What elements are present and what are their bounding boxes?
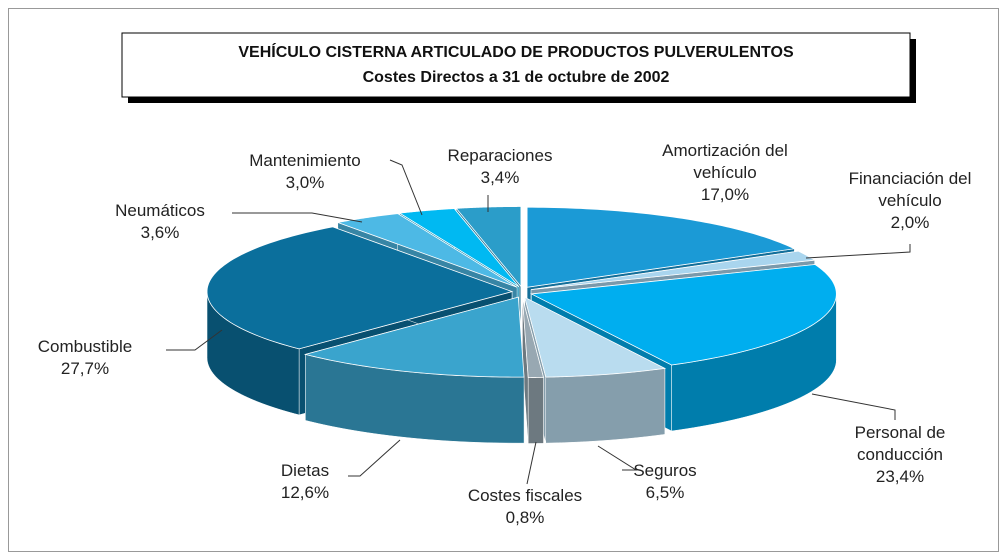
slice-label: Combustible 27,7% bbox=[0, 336, 170, 380]
value-label: 3,6% bbox=[140, 223, 180, 242]
slice-label: Neumáticos 3,6% bbox=[75, 200, 245, 244]
slice bbox=[206, 226, 514, 350]
category-label: Neumáticos bbox=[115, 201, 205, 220]
slice bbox=[529, 264, 837, 366]
category-label: Financiación del vehículo bbox=[848, 169, 972, 210]
leader-line bbox=[232, 212, 363, 223]
category-label: Personal de conducción bbox=[854, 423, 946, 464]
category-label: Costes fiscales bbox=[467, 486, 583, 505]
value-label: 12,6% bbox=[280, 483, 330, 502]
value-label: 3,0% bbox=[285, 173, 325, 192]
slice-label: Personal de conducción 23,4% bbox=[815, 422, 985, 488]
slice bbox=[522, 297, 545, 378]
slice-label: Reparaciones 3,4% bbox=[415, 145, 585, 189]
leader-line bbox=[805, 244, 911, 259]
slice bbox=[524, 296, 667, 378]
slice bbox=[398, 208, 520, 288]
slice-label: Seguros 6,5% bbox=[580, 460, 750, 504]
value-label: 27,7% bbox=[60, 359, 110, 378]
chart-subtitle: Costes Directos a 31 de octubre de 2002 bbox=[363, 69, 670, 86]
leader-line bbox=[526, 441, 537, 485]
category-label: Combustible bbox=[37, 337, 133, 356]
category-label: Dietas bbox=[280, 461, 330, 480]
value-label: 17,0% bbox=[700, 185, 750, 204]
slice bbox=[526, 206, 796, 288]
slice bbox=[530, 250, 816, 291]
slice-label: Dietas 12,6% bbox=[220, 460, 390, 504]
value-label: 23,4% bbox=[875, 467, 925, 486]
slice-label: Costes fiscales 0,8% bbox=[440, 485, 610, 529]
leader-line bbox=[597, 445, 638, 471]
category-label: Mantenimiento bbox=[249, 151, 361, 170]
frame bbox=[8, 8, 999, 552]
leader-line bbox=[811, 393, 896, 420]
leader-line bbox=[166, 329, 223, 351]
slice-label: Mantenimiento 3,0% bbox=[220, 150, 390, 194]
slice-side bbox=[545, 368, 666, 444]
value-label: 6,5% bbox=[645, 483, 685, 502]
slice-side bbox=[527, 377, 544, 444]
slice-label: Financiación del vehículo 2,0% bbox=[825, 168, 995, 234]
value-label: 0,8% bbox=[505, 508, 545, 527]
slice bbox=[303, 296, 525, 378]
slice-label: Amortización del vehículo 17,0% bbox=[640, 140, 810, 206]
leader-line bbox=[348, 439, 401, 477]
title-box bbox=[121, 32, 911, 98]
value-label: 3,4% bbox=[480, 168, 520, 187]
value-label: 2,0% bbox=[890, 213, 930, 232]
category-label: Amortización del vehículo bbox=[662, 141, 788, 182]
chart-title: VEHÍCULO CISTERNA ARTICULADO DE PRODUCTO… bbox=[238, 42, 794, 61]
leader-line bbox=[389, 159, 423, 216]
category-label: Reparaciones bbox=[447, 146, 553, 165]
slice bbox=[336, 213, 518, 288]
category-label: Seguros bbox=[633, 461, 697, 480]
